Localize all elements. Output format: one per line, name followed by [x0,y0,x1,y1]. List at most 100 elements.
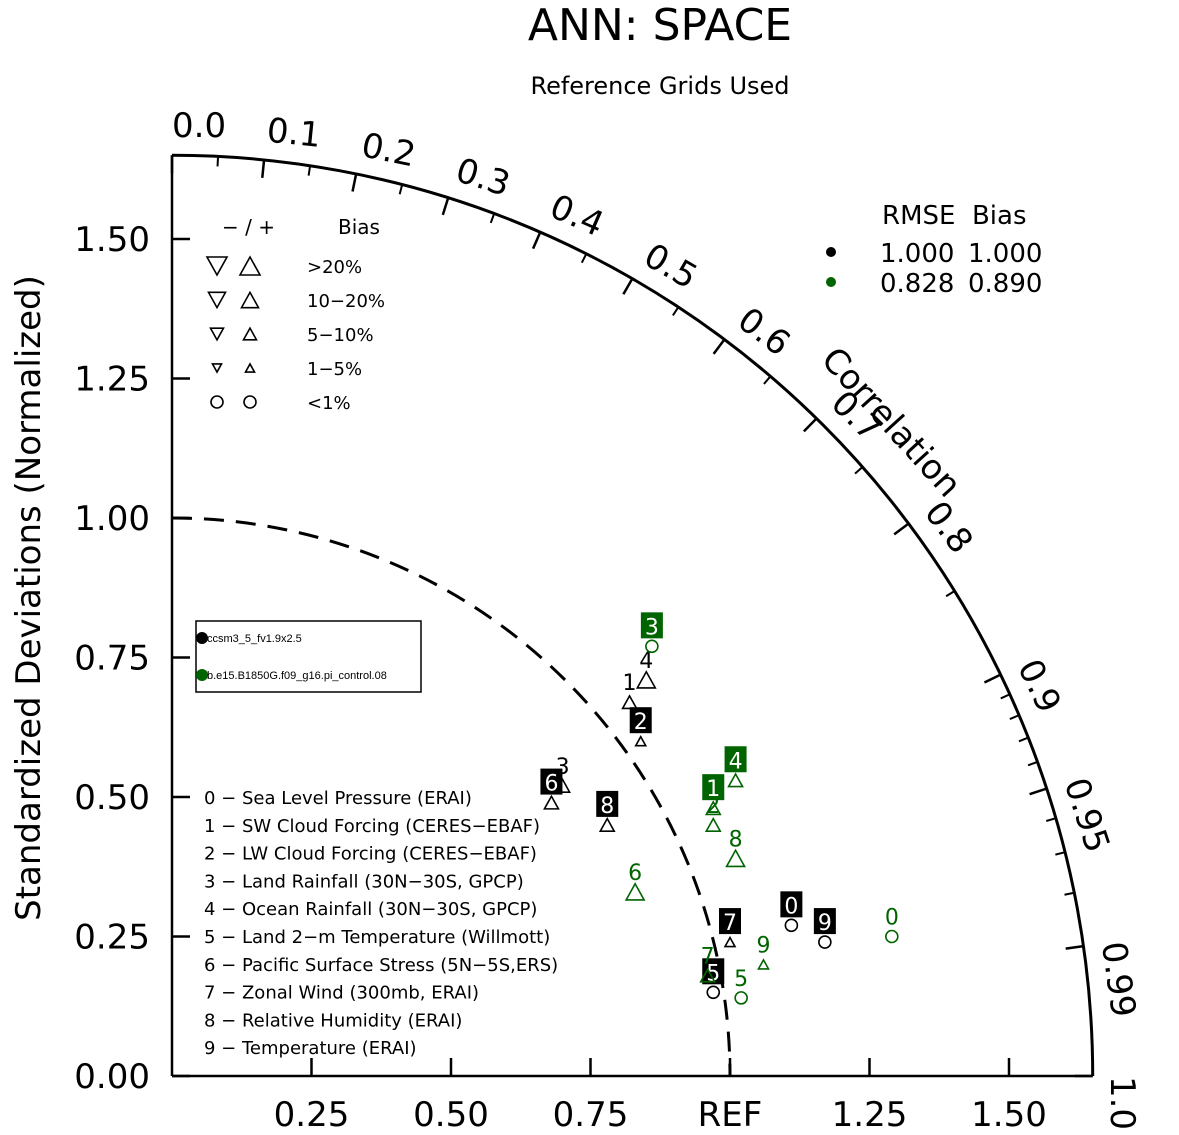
corr-minor-tick [1055,851,1066,856]
corr-tick [531,231,542,250]
bias-legend-row-label: >20% [307,257,362,278]
corr-minor-tick [489,213,496,224]
data-point-label: 2 [634,710,648,735]
data-point-label-box [724,746,747,773]
data-point-label: 6 [544,772,558,797]
data-point-label: 9 [756,933,770,958]
arcs [171,153,1095,1077]
data-point-label: 0 [885,906,899,931]
data-point-label-box [780,891,803,918]
corr-tick [1029,787,1048,796]
variable-list-item: 8 − Relative Humidity (ERAI) [204,1010,462,1031]
data-point-marker [704,800,722,816]
rmse-row-dot-icon [826,247,836,257]
bias-up-triangle-icon [238,255,262,276]
y-axis-label: Standardized Deviations (Normalized) [9,275,49,921]
data-point-label-box [702,774,725,801]
corr-tick-label: 0.99 [1093,939,1143,1020]
corr-minor-tick [1045,817,1057,822]
variable-list-item: 7 − Zonal Wind (300mb, ERAI) [204,983,479,1004]
data-point-label: 7 [723,911,737,936]
corr-minor-tick [216,156,220,167]
y-tick-label: 1.50 [74,220,150,260]
case-legend: ccsm3_5_fv1.9x2.5 b.e15.B1850G.f09_g16.pi… [195,620,422,693]
bias-down-triangle-icon [207,291,227,310]
axes: 0.25 0.50 0.75 REF 1.25 1.50 0.00 0.25 0.50 0.75 1… [74,155,1093,1135]
corr-minor-tick [1027,760,1038,767]
data-point-label: 7 [701,945,715,970]
bias-down-triangle-icon [209,327,225,342]
data-point-marker [634,735,648,747]
corr-tick-label: 0.8 [916,494,980,561]
y-tick-label: 1.25 [74,360,150,400]
data-point-label: 5 [706,961,720,986]
bias-up-triangle-icon [244,362,256,373]
data-point-label: 8 [600,794,614,819]
corr-tick-label: 0.1 [265,111,323,156]
corr-tick [261,159,266,178]
bias-up-triangle-icon [240,290,260,309]
data-point-marker [645,639,659,654]
x-tick-label: 0.75 [553,1095,629,1135]
corr-minor-tick [1000,693,1011,700]
variable-list-item: 9 − Temperature (ERAI) [204,1038,417,1059]
case-name: ccsm3_5_fv1.9x2.5 [207,633,302,645]
data-point-marker [784,918,799,933]
y-tick-label: 0.75 [74,639,150,679]
bias-circle-icon [210,395,224,409]
corr-minor-tick [1009,714,1020,720]
data-point-label: 3 [645,615,659,640]
y-tick-label: 1.00 [74,499,150,539]
corr-minor-tick [854,466,864,475]
data-point-marker [818,935,832,949]
corr-tick-label: 0.0 [172,106,226,146]
data-point-marker [635,670,657,689]
data-point-marker [598,816,616,833]
variable-list-item: 5 − Land 2−m Temperature (Willmott) [204,927,550,948]
corr-minor-tick [1064,891,1075,896]
corr-tick [802,417,818,433]
corr-tick-label: 0.95 [1056,773,1118,857]
data-point-label: 9 [818,911,832,936]
data-point-label: 6 [628,861,642,886]
data-point-marker [704,816,722,833]
data-point-marker [734,991,748,1005]
variable-list-item: 4 − Ocean Rainfall (30N−30S, GPCP) [204,899,537,920]
data-point-label-box [640,612,663,639]
data-point-label: 8 [729,827,743,852]
data-point-marker [725,848,746,868]
rmse-value: 1.000 [880,239,954,269]
data-point-marker [699,967,717,983]
data-point-label: 5 [734,967,748,992]
corr-tick [622,278,634,295]
bias-legend: − / + Bias >20% 10−20% 5−10% 1−5% <1% [205,215,385,414]
data-point-marker [727,772,744,788]
bias-value: 0.890 [968,269,1042,299]
corr-tick [983,673,1002,684]
bias-legend-bias-header: Bias [338,215,380,239]
bias-circle-icon [243,395,257,409]
data-point-label: 0 [784,894,798,919]
corr-minor-tick [763,375,772,385]
corr-tick-label: 0.2 [358,125,419,175]
variable-list-item: 6 − Pacific Surface Stress (5N−5S,ERS) [204,955,558,976]
bias-value: 1.000 [968,239,1042,269]
data-point-label-box [719,908,741,935]
case-dot-icon [196,669,208,681]
y-tick-label: 0.50 [74,778,150,818]
case-legend-box [195,620,422,693]
data-point-label-box [702,958,725,985]
corr-tick [893,522,910,536]
bias-down-triangle-icon [211,363,223,374]
data-point-marker [885,929,899,944]
corr-tick-label: 0.3 [451,150,515,204]
rmse-table-header: RMSE Bias [882,201,1027,231]
data-point-label-box [540,768,563,795]
data-point-marker [757,958,770,970]
data-point-marker [706,985,721,1000]
data-point-label: 4 [639,649,653,674]
data-point-marker [621,694,638,710]
variable-list-item: 2 − LW Cloud Forcing (CERES−EBAF) [204,844,537,865]
